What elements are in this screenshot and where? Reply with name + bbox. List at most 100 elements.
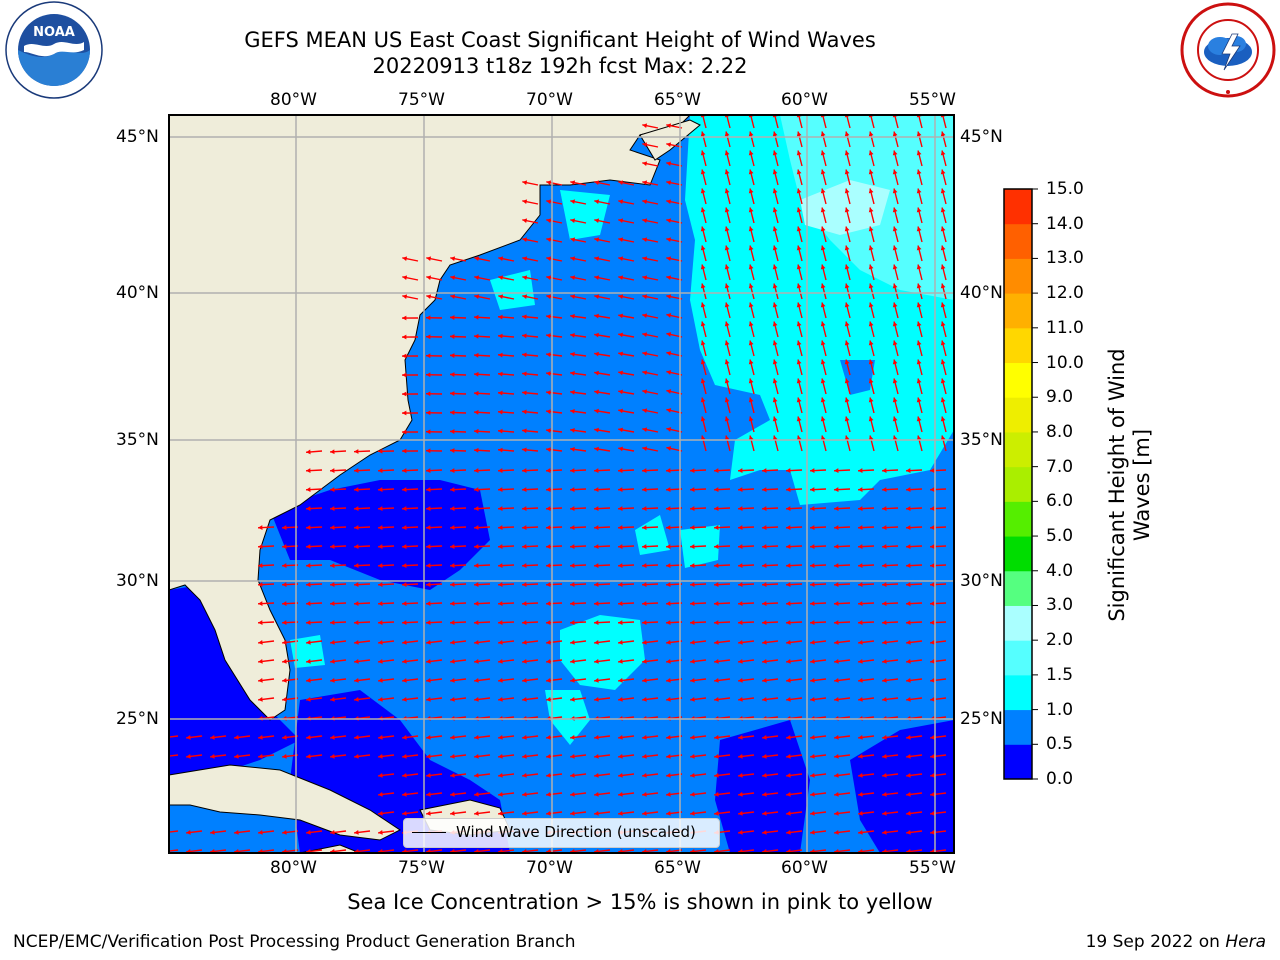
- wind-wave-arrowhead: [738, 506, 743, 511]
- colorbar-tick-label: 0.5: [1046, 734, 1074, 755]
- wind-wave-arrowhead: [786, 563, 791, 568]
- wind-wave-arrowhead: [762, 582, 767, 587]
- wind-wave-arrowhead: [666, 446, 672, 451]
- wind-wave-arrowhead: [282, 620, 287, 625]
- wind-wave-arrowhead: [786, 601, 791, 606]
- wind-wave-arrowhead: [882, 487, 887, 492]
- wind-wave-arrowhead: [690, 544, 695, 549]
- wind-wave-arrowhead: [474, 468, 479, 473]
- wind-wave-arrowhead: [858, 697, 863, 702]
- colorbar-bin: [1004, 362, 1032, 398]
- wind-wave-arrowhead: [858, 582, 863, 587]
- wind-wave-arrowhead: [834, 620, 839, 625]
- wind-wave-arrowhead: [594, 180, 600, 186]
- wind-wave-arrowhead: [748, 264, 754, 270]
- wind-wave-arrowhead: [306, 678, 311, 683]
- noaa-logo-text: NOAA: [33, 25, 75, 40]
- wind-wave-arrowhead: [354, 640, 359, 645]
- wind-wave-arrowhead: [354, 754, 359, 759]
- wind-wave-arrowhead: [940, 207, 946, 213]
- wind-wave-arrowhead: [474, 659, 479, 664]
- wind-wave-arrowhead: [594, 678, 599, 683]
- wind-wave-arrowhead: [700, 188, 706, 194]
- wind-wave-arrowhead: [378, 506, 383, 511]
- wind-wave-arrowhead: [258, 544, 263, 549]
- wind-wave-arrowhead: [868, 169, 874, 175]
- wind-wave-arrowhead: [426, 294, 432, 300]
- wind-wave-arrowhead: [666, 332, 672, 337]
- wind-wave-arrowhead: [498, 275, 504, 281]
- wind-wave-arrowhead: [700, 131, 706, 137]
- wind-wave-arrowhead: [940, 283, 946, 289]
- wind-wave-arrowhead: [892, 245, 898, 251]
- wind-wave-arrowhead: [426, 792, 431, 797]
- wind-wave-arrowhead: [642, 525, 647, 530]
- wind-wave-arrowhead: [306, 640, 311, 645]
- colorbar-tick-label: 13.0: [1046, 248, 1084, 269]
- wind-wave-arrowhead: [786, 468, 791, 473]
- wind-wave-arrowhead: [724, 169, 730, 175]
- wind-wave-arrowhead: [868, 302, 874, 308]
- wind-wave-arrowhead: [378, 563, 383, 568]
- colorbar-tick-label: 3.0: [1046, 595, 1074, 616]
- wind-wave-arrowhead: [858, 678, 863, 683]
- wind-wave-arrowhead: [498, 811, 503, 816]
- wind-wave-arrowhead: [306, 735, 311, 740]
- wind-wave-arrowhead: [820, 416, 826, 422]
- wind-wave-arrowhead: [738, 563, 743, 568]
- wind-wave-arrowhead: [498, 601, 503, 606]
- wind-wave-arrowhead: [162, 754, 167, 759]
- wind-wave-arrowhead: [916, 226, 922, 232]
- wind-wave-arrowhead: [916, 283, 922, 289]
- wind-wave-arrowhead: [570, 773, 575, 778]
- wind-wave-arrowhead: [546, 199, 552, 205]
- wind-wave-arrowhead: [330, 582, 335, 587]
- wind-wave-arrowhead: [618, 332, 623, 338]
- wind-wave-arrowhead: [772, 340, 778, 346]
- wind-wave-arrowhead: [570, 314, 575, 319]
- wind-wave-arrowhead: [796, 131, 802, 137]
- wind-wave-arrowhead: [618, 754, 623, 759]
- wind-wave-arrowhead: [796, 169, 802, 175]
- wind-wave-arrowhead: [474, 428, 479, 434]
- wind-wave-arrowhead: [378, 735, 383, 740]
- wind-wave-arrowhead: [940, 340, 946, 346]
- wind-wave-arrowhead: [892, 188, 898, 194]
- wind-wave-arrowhead: [498, 773, 503, 778]
- wind-wave-arrowhead: [426, 811, 431, 816]
- wind-wave-arrowhead: [474, 640, 479, 645]
- wind-wave-arrowhead: [772, 378, 778, 384]
- wind-wave-arrowhead: [570, 582, 575, 587]
- wind-wave-arrowhead: [594, 773, 599, 778]
- colorbar-tick-label: 0.0: [1046, 769, 1074, 789]
- wind-wave-arrowhead: [882, 678, 887, 683]
- wind-wave-arrow: [169, 754, 179, 757]
- wind-wave-arrowhead: [378, 544, 383, 549]
- wind-wave-arrowhead: [258, 830, 263, 835]
- wind-wave-arrowhead: [820, 264, 826, 270]
- wind-wave-arrowhead: [474, 792, 479, 797]
- wind-wave-arrowhead: [906, 792, 911, 797]
- wind-wave-arrowhead: [570, 371, 575, 376]
- wind-wave-arrowhead: [714, 659, 719, 664]
- wind-wave-arrowhead: [426, 601, 431, 606]
- lat-label-right: 25°N: [960, 709, 1003, 729]
- wind-wave-arrowhead: [762, 659, 767, 664]
- wind-wave-arrowhead: [474, 582, 479, 587]
- wind-wave-arrowhead: [810, 735, 815, 740]
- wind-wave-arrowhead: [186, 754, 191, 759]
- wind-wave-arrowhead: [810, 563, 815, 568]
- wind-wave-arrowhead: [378, 582, 383, 587]
- wind-wave-arrowhead: [916, 321, 922, 327]
- wind-wave-arrowhead: [546, 371, 551, 377]
- wind-wave-arrowhead: [378, 601, 383, 606]
- wind-wave-arrowhead: [844, 302, 850, 308]
- wind-wave-arrowhead: [916, 169, 922, 175]
- wind-wave-arrowhead: [882, 773, 887, 778]
- forecast-subtitle: 20220913 t18z 192h fcst Max: 2.22: [372, 54, 748, 78]
- wind-wave-arrowhead: [282, 754, 287, 759]
- graticule: [169, 115, 954, 853]
- wind-wave-arrowhead: [820, 226, 826, 232]
- wind-wave-arrowhead: [522, 428, 527, 434]
- wind-wave-arrowhead: [546, 180, 552, 186]
